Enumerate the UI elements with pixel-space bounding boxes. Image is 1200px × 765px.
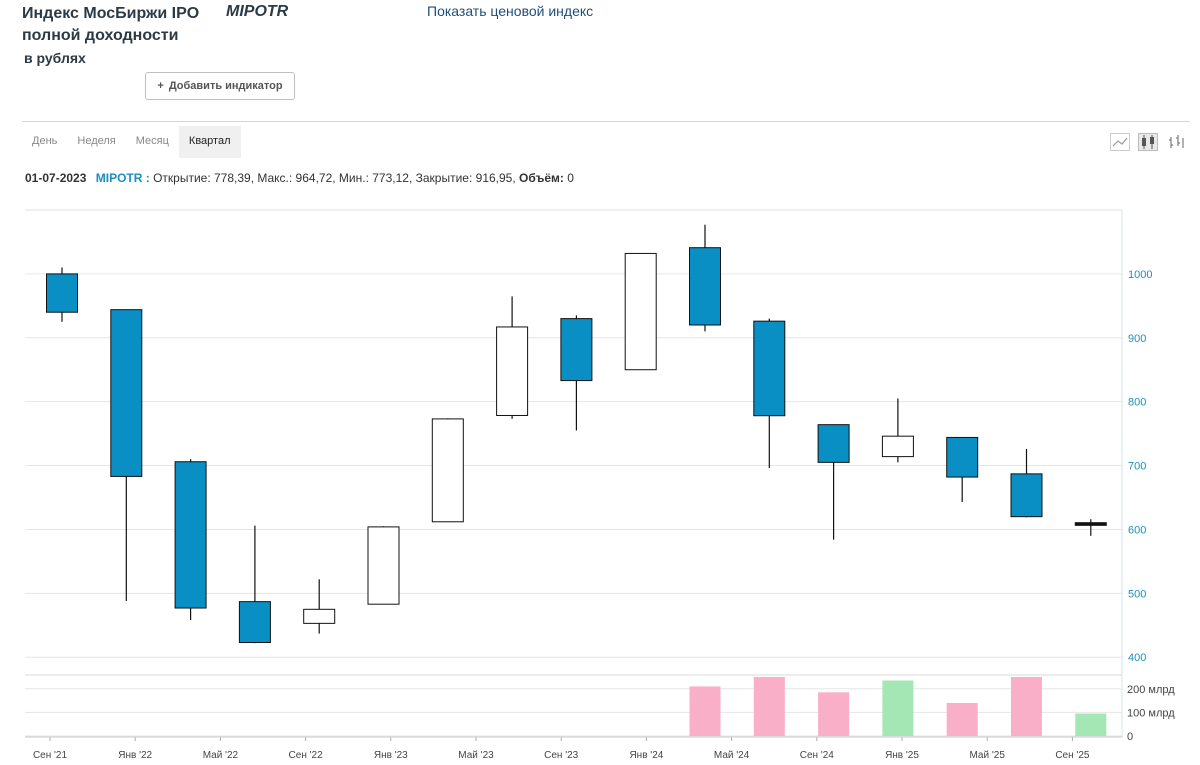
x-tick-label: Сен '21 — [33, 750, 68, 761]
candle-body — [624, 252, 657, 371]
candle-body — [817, 424, 850, 463]
tab-week[interactable]: Неделя — [77, 135, 116, 147]
title-line-1: Индекс МосБиржи IPO — [22, 5, 200, 22]
candle-body — [303, 608, 336, 624]
x-tick-label: Сен '25 — [1055, 750, 1090, 761]
candle — [1010, 448, 1043, 518]
plus-icon: + — [157, 80, 164, 92]
price-tick-label: 700 — [1128, 461, 1146, 473]
x-tick-label: Янв '23 — [374, 750, 408, 761]
x-tick-label: Янв '25 — [885, 750, 919, 761]
candle — [367, 526, 400, 605]
candle-body — [110, 309, 143, 477]
tab-quarter[interactable]: Квартал — [178, 126, 241, 158]
price-tick-label: 400 — [1128, 652, 1146, 664]
candle-body — [560, 318, 593, 382]
line-chart-icon[interactable] — [1110, 133, 1130, 151]
volume-bar — [689, 686, 721, 736]
candle-body — [238, 601, 271, 644]
x-tick-label: Сен '22 — [289, 750, 324, 761]
volume-tick-label: 200 млрд — [1127, 684, 1175, 696]
volume-bar — [753, 677, 785, 736]
ohlc-chart-icon[interactable] — [1166, 133, 1186, 151]
info-volume-label: Объём: — [519, 171, 564, 185]
candle — [560, 315, 593, 431]
add-indicator-label: Добавить индикатор — [168, 80, 283, 92]
candle-body — [1010, 473, 1043, 518]
title-line-2: полной доходности — [22, 27, 179, 44]
price-tick-label: 800 — [1128, 397, 1146, 409]
x-tick-label: Май '22 — [203, 750, 239, 761]
volume-tick-label: 0 — [1127, 731, 1133, 743]
candle — [881, 398, 914, 463]
volume-tick-label: 100 млрд — [1127, 707, 1175, 719]
x-tick-label: Май '23 — [458, 750, 494, 761]
candle-body — [881, 435, 914, 458]
info-symbol: MIPOTR : — [95, 171, 150, 185]
ticker-symbol: MIPOTR — [226, 3, 289, 20]
candle — [238, 525, 271, 644]
candle — [303, 579, 336, 634]
candle — [946, 436, 979, 502]
volume-bar — [882, 680, 914, 736]
candle — [110, 309, 143, 601]
x-tick-label: Янв '22 — [118, 750, 152, 761]
candle — [753, 318, 786, 469]
candle — [496, 296, 529, 419]
index-title: Индекс МосБиржи IPO полной доходности в … — [22, 3, 199, 69]
candle-body — [46, 273, 78, 313]
candle — [1074, 519, 1107, 536]
candle-body — [174, 461, 207, 609]
candle-body — [753, 320, 786, 417]
candle — [174, 459, 207, 621]
volume-bar — [1075, 713, 1107, 736]
tab-month[interactable]: Месяц — [135, 135, 169, 147]
info-values: Открытие: 778,39, Макс.: 964,72, Мин.: 7… — [153, 171, 516, 185]
volume-bar — [818, 692, 850, 736]
price-tick-label: 900 — [1128, 333, 1146, 345]
candle-body — [367, 526, 400, 605]
volume-bar — [1011, 677, 1042, 736]
tab-day[interactable]: День — [32, 135, 58, 147]
candle-body — [1074, 522, 1107, 526]
ohlc-info-bar: 01-07-2023 MIPOTR : Открытие: 778,39, Ма… — [25, 171, 574, 185]
x-tick-label: Май '25 — [969, 750, 1005, 761]
candle-body — [689, 247, 721, 326]
x-tick-label: Сен '24 — [800, 750, 835, 761]
price-tick-label: 600 — [1128, 524, 1146, 536]
candlestick-chart-icon[interactable] — [1138, 133, 1158, 151]
candle — [817, 424, 850, 540]
candle — [624, 252, 657, 371]
title-line-3: в рублях — [24, 50, 86, 66]
candle — [431, 418, 464, 523]
panel-divider — [22, 121, 1190, 122]
price-tick-label: 500 — [1128, 588, 1146, 600]
period-tabs: День Неделя Месяц Квартал — [22, 126, 241, 158]
candle — [689, 224, 721, 332]
candle-body — [431, 418, 464, 523]
add-indicator-button[interactable]: + Добавить индикатор — [145, 72, 295, 100]
candle-body — [946, 436, 979, 478]
price-tick-label: 1000 — [1128, 269, 1152, 281]
volume-bar — [946, 702, 978, 736]
x-tick-label: Янв '24 — [629, 750, 663, 761]
info-volume-value: 0 — [567, 171, 574, 185]
x-tick-label: Май '24 — [714, 750, 750, 761]
chart-type-toolbar — [1110, 133, 1186, 151]
x-tick-label: Сен '23 — [544, 750, 579, 761]
candle — [46, 267, 78, 322]
info-date: 01-07-2023 — [25, 171, 87, 185]
price-index-link[interactable]: Показать ценовой индекс — [427, 3, 594, 19]
candle-body — [496, 326, 529, 416]
